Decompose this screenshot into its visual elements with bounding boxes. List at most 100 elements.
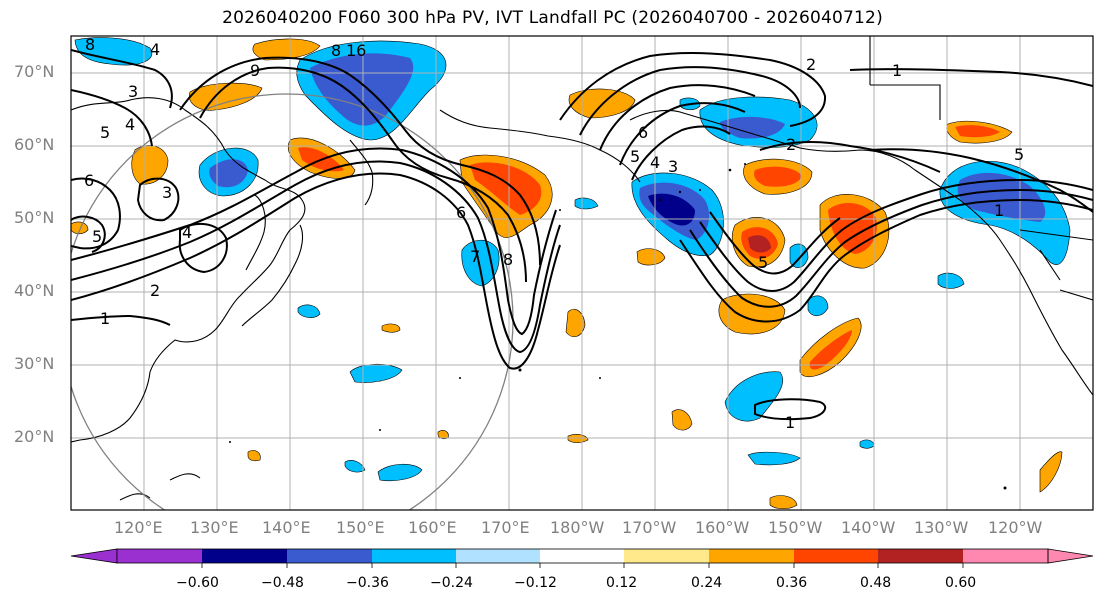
contour-label: 5 <box>630 147 640 166</box>
islands <box>229 163 1007 490</box>
contour-label: 5 <box>92 227 102 246</box>
graticule <box>71 36 1093 510</box>
colorbar-outline <box>116 548 1049 564</box>
pos-anomaly-shape <box>754 166 802 187</box>
contour-label: 2 <box>806 55 816 74</box>
contour-label: 9 <box>250 61 260 80</box>
contour-label: 2 <box>150 281 160 300</box>
colorbar-tick-label: −0.48 <box>261 575 304 591</box>
lon-label: 170°W <box>622 518 677 537</box>
contour-label: 6 <box>84 171 94 190</box>
colorbar-segment <box>456 549 540 563</box>
pos-anomaly-shape <box>748 235 771 253</box>
lon-label: 160°W <box>695 518 750 537</box>
contour-label: 1 <box>785 413 795 432</box>
contour-label: 4 <box>125 115 135 134</box>
contour-label: 4 <box>150 40 160 59</box>
contour-label: 16 <box>346 41 366 60</box>
colorbar-segment <box>117 549 202 563</box>
pos-anomaly-shape <box>955 125 1000 138</box>
colorbar-extend-low <box>70 548 118 564</box>
colorbar-segment <box>963 549 1048 563</box>
contour-label: 6 <box>456 203 466 222</box>
colorbar-segment <box>540 549 624 563</box>
pos-anomaly-shape <box>636 248 666 266</box>
pos-anomaly-shape <box>809 330 852 370</box>
colorbar <box>70 548 1094 568</box>
colorbar-tick-label: −0.36 <box>346 575 389 591</box>
colorbar-tick-label: 0.48 <box>860 575 892 591</box>
contour-label: 4 <box>650 153 660 172</box>
pos-anomaly-shape <box>71 221 89 235</box>
contour-label: 6 <box>638 123 648 142</box>
lon-label: 120°E <box>114 518 163 537</box>
contour-label: 2 <box>786 135 796 154</box>
lon-label: 170°E <box>481 518 530 537</box>
pos-anomaly-shape <box>769 495 798 510</box>
contour-label-group: 8 16 4 8 3 4 5 6 5 4 3 2 1 1 9 6 8 6 5 4… <box>84 35 1024 432</box>
lon-label: 130°E <box>190 518 239 537</box>
contour-label: 8 <box>503 250 513 269</box>
colorbar-extend-high <box>1047 548 1094 564</box>
lon-label: 180°W <box>550 518 605 537</box>
neg-anomaly-shape <box>74 37 153 66</box>
pos-anomaly-shape <box>189 82 263 111</box>
contour-label: 5 <box>100 123 110 142</box>
neg-anomaly-shape <box>209 159 248 188</box>
contour-label: 7 <box>470 247 480 266</box>
contour-label: 3 <box>162 183 172 202</box>
contour-label: 3 <box>128 82 138 101</box>
neg-anomaly-shape <box>859 439 875 449</box>
colorbar-tick-label: 0.12 <box>606 575 638 591</box>
neg-anomaly-shape <box>648 193 695 226</box>
pos-anomaly-shape <box>718 293 786 335</box>
neg-anomaly-shape <box>574 197 599 210</box>
neg-anomaly-shape <box>937 272 965 289</box>
lat-label: 50°N <box>14 208 55 227</box>
colorbar-tick-label: 0.36 <box>776 575 808 591</box>
pos-anomaly-shape <box>247 450 261 462</box>
contour-label: 4 <box>182 223 192 242</box>
coastlines <box>71 36 1093 501</box>
colorbar-tick-label: −0.24 <box>430 575 473 591</box>
colorbar-segment <box>709 549 794 563</box>
colorbar-segment <box>794 549 878 563</box>
colorbar-segment <box>624 549 709 563</box>
pos-anomaly-shape <box>381 323 401 333</box>
map-title: 2026040200 F060 300 hPa PV, IVT Landfall… <box>222 8 883 28</box>
pos-anomaly-shape <box>1039 451 1063 493</box>
contour-label: 8 <box>331 41 341 60</box>
pos-anomaly-shape <box>671 409 693 431</box>
pos-anomaly-shape <box>565 308 586 338</box>
lon-label: 150°E <box>336 518 385 537</box>
map-border <box>70 35 1094 511</box>
lon-label: 120°W <box>988 518 1043 537</box>
neg-anomaly-shape <box>720 116 785 139</box>
colorbar-segment <box>287 549 372 563</box>
lon-label: 160°E <box>408 518 457 537</box>
neg-anomaly-shape <box>724 371 783 422</box>
neg-anomaly-shape <box>747 451 801 466</box>
contour-label: 1 <box>994 201 1004 220</box>
contour-label: 5 <box>758 253 768 272</box>
neg-anomaly-shape <box>807 295 829 317</box>
colorbar-segment <box>878 549 963 563</box>
colorbar-tick-label: 0.60 <box>945 575 977 591</box>
lon-label: 150°W <box>768 518 823 537</box>
colorbar-tick-label: 0.24 <box>691 575 723 591</box>
colorbar-tick-label: −0.12 <box>514 575 557 591</box>
lat-label: 30°N <box>14 354 55 373</box>
lon-label: 140°E <box>262 518 311 537</box>
lat-label: 40°N <box>14 281 55 300</box>
contour-label: 1 <box>100 309 110 328</box>
neg-anomaly-shape <box>297 304 321 318</box>
pv-contours <box>71 49 1093 421</box>
contour-label: 8 <box>85 35 95 54</box>
contour-label: 1 <box>892 61 902 80</box>
lat-label: 70°N <box>14 62 55 81</box>
lat-label: 20°N <box>14 427 55 446</box>
colorbar-segment <box>202 549 287 563</box>
colorbar-tick-label: −0.60 <box>176 575 219 591</box>
neg-anomaly-shape <box>957 172 1046 222</box>
